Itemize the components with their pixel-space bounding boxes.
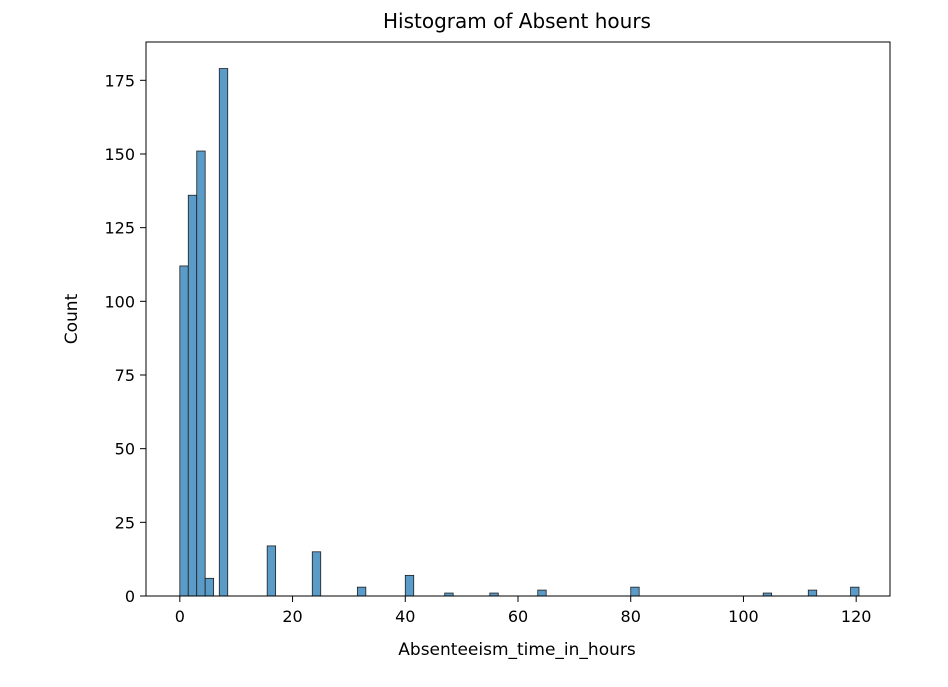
histogram-bar-2 <box>196 150 206 597</box>
x-axis-label: Absenteeism_time_in_hours <box>398 640 636 660</box>
y-tick-label: 175 <box>104 71 135 90</box>
plot-frame <box>145 41 891 597</box>
x-tick-label: 40 <box>395 607 415 626</box>
x-tick-label: 100 <box>728 607 759 626</box>
histogram-bar-5 <box>266 545 277 597</box>
x-tick-label: 0 <box>175 607 185 626</box>
histogram-bar-12 <box>630 586 640 597</box>
y-axis: 0 25 50 75 100 125 150 175 <box>104 71 146 606</box>
histogram-bar-14 <box>807 589 818 597</box>
bars-group <box>179 68 860 597</box>
y-tick-label: 100 <box>104 292 135 311</box>
histogram-bar-7 <box>356 586 367 597</box>
y-tick-label: 50 <box>115 440 135 459</box>
histogram-bar-15 <box>850 586 860 597</box>
y-tick-label: 125 <box>104 219 135 238</box>
chart-title: Histogram of Absent hours <box>383 9 651 33</box>
x-tick-label: 120 <box>841 607 872 626</box>
y-tick-label: 25 <box>115 513 135 532</box>
histogram-bar-0 <box>179 265 189 597</box>
y-tick-label: 0 <box>125 587 135 606</box>
x-axis: 0 20 40 60 80 100 120 <box>175 596 872 626</box>
histogram-bar-6 <box>311 551 322 597</box>
x-tick-label: 60 <box>508 607 528 626</box>
x-tick-label: 20 <box>282 607 302 626</box>
y-axis-label: Count <box>62 293 82 344</box>
histogram-bar-8 <box>404 574 415 597</box>
y-tick-label: 75 <box>115 366 135 385</box>
x-tick-label: 80 <box>621 607 641 626</box>
y-tick-label: 150 <box>104 145 135 164</box>
histogram-bar-1 <box>187 194 198 597</box>
histogram-bar-3 <box>204 577 215 597</box>
histogram-bar-4 <box>218 68 229 597</box>
histogram-bar-11 <box>537 589 547 597</box>
